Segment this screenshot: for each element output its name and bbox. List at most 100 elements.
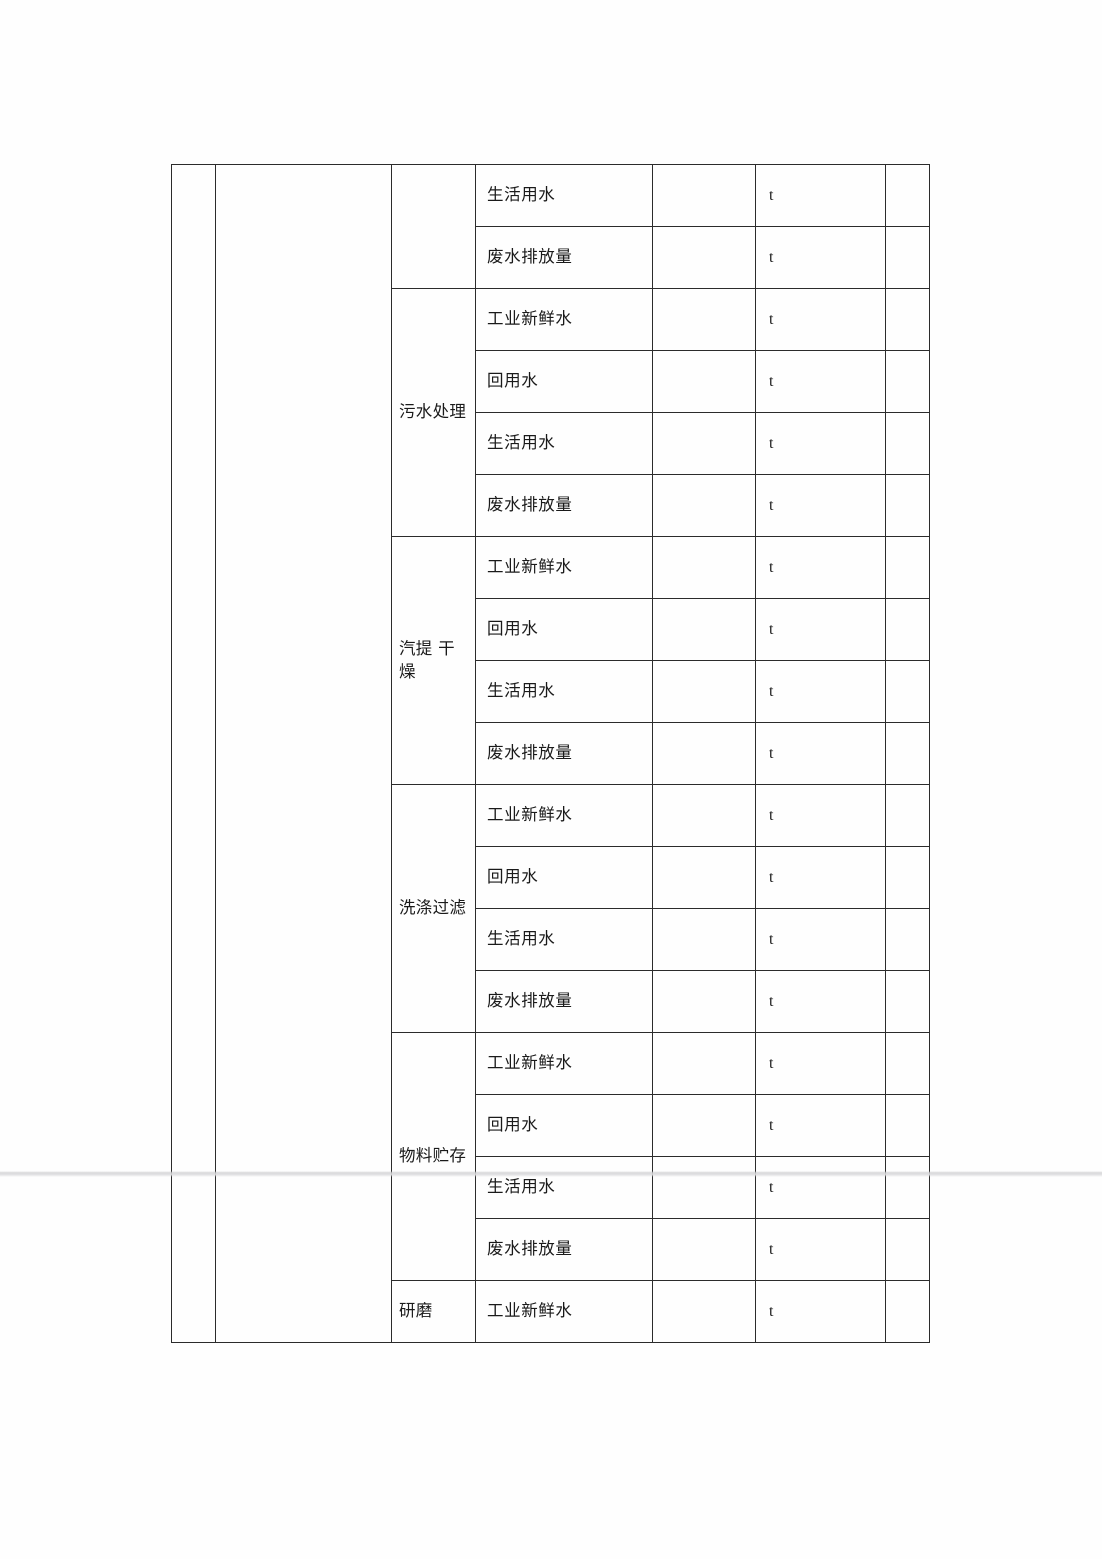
unit-cell[interactable]: t [755, 226, 886, 289]
remark-cell[interactable] [885, 970, 930, 1033]
unit-cell[interactable]: t [755, 722, 886, 785]
item-name-cell[interactable]: 生活用水 [475, 660, 653, 723]
value-input-cell[interactable] [652, 1280, 756, 1343]
value-input-cell[interactable] [652, 784, 756, 847]
unit-cell[interactable]: t [755, 1218, 886, 1281]
value-input-cell[interactable] [652, 1156, 756, 1219]
value-input-cell[interactable] [652, 1218, 756, 1281]
value-text [653, 192, 755, 200]
value-input-cell[interactable] [652, 350, 756, 413]
remark-cell[interactable] [885, 412, 930, 475]
value-input-cell[interactable] [652, 908, 756, 971]
item-name-cell[interactable]: 废水排放量 [475, 970, 653, 1033]
unit-cell[interactable]: t [755, 1280, 886, 1343]
item-name-cell[interactable]: 废水排放量 [475, 226, 653, 289]
value-input-cell[interactable] [652, 536, 756, 599]
item-name-cell[interactable]: 工业新鲜水 [475, 288, 653, 351]
remark-cell[interactable] [885, 1156, 930, 1219]
item-name-cell[interactable]: 工业新鲜水 [475, 1280, 653, 1343]
unit-label: t [769, 372, 774, 390]
process-name-cell[interactable]: 物料贮存 [391, 1032, 476, 1281]
value-text [653, 564, 755, 572]
remark-cell[interactable] [885, 660, 930, 723]
unit-cell[interactable]: t [755, 288, 886, 351]
unit-cell[interactable]: t [755, 598, 886, 661]
process-name-cell[interactable]: 洗涤过滤 [391, 784, 476, 1033]
remark-cell[interactable] [885, 598, 930, 661]
value-input-cell[interactable] [652, 970, 756, 1033]
item-name-cell[interactable]: 回用水 [475, 598, 653, 661]
process-name-cell[interactable]: 研磨 [391, 1280, 476, 1343]
item-name-cell[interactable]: 生活用水 [475, 164, 653, 227]
item-name-cell[interactable]: 回用水 [475, 1094, 653, 1157]
value-text [653, 254, 755, 262]
remark-cell[interactable] [885, 784, 930, 847]
value-input-cell[interactable] [652, 412, 756, 475]
remark-cell[interactable] [885, 536, 930, 599]
item-name-cell[interactable]: 工业新鲜水 [475, 784, 653, 847]
unit-label: t [769, 930, 774, 948]
value-text [653, 812, 755, 820]
remark-cell[interactable] [885, 1280, 930, 1343]
unit-cell[interactable]: t [755, 660, 886, 723]
table-row: 生活用水 t [172, 908, 930, 971]
unit-label: t [769, 744, 774, 762]
process-name-cell[interactable]: 汽提 干燥 [391, 536, 476, 785]
value-input-cell[interactable] [652, 1032, 756, 1095]
remark-cell[interactable] [885, 1218, 930, 1281]
item-name-cell[interactable]: 工业新鲜水 [475, 536, 653, 599]
unit-cell[interactable]: t [755, 1156, 886, 1219]
item-name-cell[interactable]: 生活用水 [475, 412, 653, 475]
item-name-cell[interactable]: 废水排放量 [475, 1218, 653, 1281]
item-name-label: 回用水 [487, 371, 539, 391]
value-input-cell[interactable] [652, 226, 756, 289]
unit-cell[interactable]: t [755, 970, 886, 1033]
unit-cell[interactable]: t [755, 412, 886, 475]
unit-cell[interactable]: t [755, 1094, 886, 1157]
remark-text [886, 1308, 929, 1316]
value-input-cell[interactable] [652, 474, 756, 537]
value-input-cell[interactable] [652, 722, 756, 785]
item-name-cell[interactable]: 工业新鲜水 [475, 1032, 653, 1095]
value-input-cell[interactable] [652, 598, 756, 661]
item-name-label: 回用水 [487, 867, 539, 887]
unit-cell[interactable]: t [755, 164, 886, 227]
remark-cell[interactable] [885, 350, 930, 413]
item-name-cell[interactable]: 废水排放量 [475, 474, 653, 537]
remark-cell[interactable] [885, 288, 930, 351]
unit-cell[interactable]: t [755, 536, 886, 599]
item-name-cell[interactable]: 生活用水 [475, 908, 653, 971]
unit-cell[interactable]: t [755, 474, 886, 537]
unit-cell[interactable]: t [755, 908, 886, 971]
remark-cell[interactable] [885, 722, 930, 785]
remark-text [886, 1184, 929, 1192]
unit-cell[interactable]: t [755, 1032, 886, 1095]
value-input-cell[interactable] [652, 288, 756, 351]
value-input-cell[interactable] [652, 660, 756, 723]
item-name-cell[interactable]: 生活用水 [475, 1156, 653, 1219]
remark-cell[interactable] [885, 1032, 930, 1095]
data-table-container: 生活用水 t 废水排放量 t 污水处理 工业新鲜水 t 回用水 t 生活用水 t 废水排放量 t 汽提 干… [171, 164, 930, 1343]
remark-cell[interactable] [885, 1094, 930, 1157]
remark-cell[interactable] [885, 474, 930, 537]
process-name-cell[interactable]: 污水处理 [391, 288, 476, 537]
remark-cell[interactable] [885, 846, 930, 909]
unit-cell[interactable]: t [755, 784, 886, 847]
unit-cell[interactable]: t [755, 350, 886, 413]
value-input-cell[interactable] [652, 1094, 756, 1157]
item-name-cell[interactable]: 回用水 [475, 846, 653, 909]
value-input-cell[interactable] [652, 846, 756, 909]
process-name-cell[interactable] [391, 164, 476, 289]
remark-cell[interactable] [885, 164, 930, 227]
value-text [653, 688, 755, 696]
unit-cell[interactable]: t [755, 846, 886, 909]
item-name-cell[interactable]: 回用水 [475, 350, 653, 413]
remark-cell[interactable] [885, 226, 930, 289]
item-name-cell[interactable]: 废水排放量 [475, 722, 653, 785]
table-cell-col-b[interactable] [215, 164, 392, 1343]
value-input-cell[interactable] [652, 164, 756, 227]
table-cell-col-a[interactable] [171, 164, 216, 1343]
remark-cell[interactable] [885, 908, 930, 971]
value-text [653, 502, 755, 510]
unit-label: t [769, 620, 774, 638]
